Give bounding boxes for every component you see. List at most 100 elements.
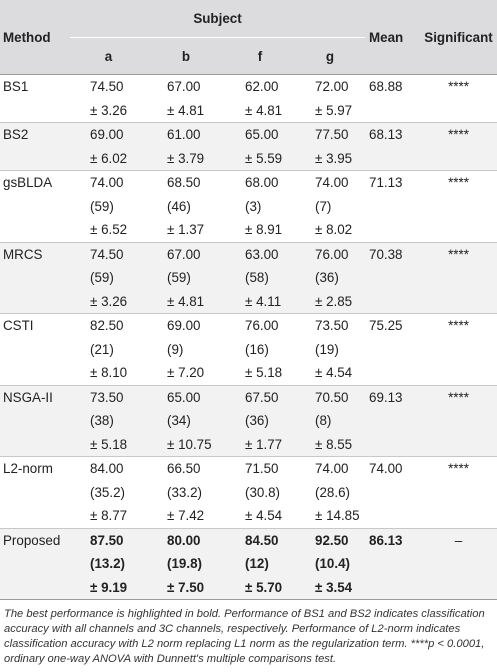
significance-cell — [420, 552, 497, 576]
mean-cell: 69.13 — [365, 385, 420, 409]
header-method: Method — [0, 0, 70, 75]
significance-cell — [420, 480, 497, 504]
value-cell: 67.00 — [147, 242, 225, 266]
value-cell: 73.50 — [70, 385, 147, 409]
table-row: CSTI 82.50 69.00 76.00 73.50 75.25 **** — [0, 313, 497, 338]
value-cell: ± 2.85 — [295, 289, 365, 314]
mean-cell — [365, 266, 420, 290]
value-cell: (7) — [295, 194, 365, 218]
value-cell: 65.00 — [225, 122, 295, 147]
table-footnote: The best performance is highlighted in b… — [4, 608, 485, 665]
value-cell: ± 8.91 — [225, 218, 295, 242]
table-row: (38) (34) (36) (8) — [0, 409, 497, 433]
value-cell: ± 3.79 — [147, 146, 225, 171]
method-cell: gsBLDA — [0, 170, 70, 195]
table-row: ± 9.19 ± 7.50 ± 5.70 ± 3.54 — [0, 575, 497, 600]
method-cell — [0, 266, 70, 290]
significance-cell — [420, 98, 497, 123]
method-cell — [0, 432, 70, 457]
mean-cell — [365, 289, 420, 314]
significance-cell: **** — [420, 456, 497, 481]
mean-cell — [365, 575, 420, 600]
value-cell: 67.00 — [147, 74, 225, 99]
mean-cell — [365, 409, 420, 433]
table-row: BS2 69.00 61.00 65.00 77.50 68.13 **** — [0, 122, 497, 147]
value-cell: 62.00 — [225, 74, 295, 99]
value-cell: 69.00 — [147, 313, 225, 338]
value-cell: 84.00 — [70, 456, 147, 481]
mean-cell — [365, 480, 420, 504]
value-cell: ± 4.54 — [225, 504, 295, 528]
significance-cell — [420, 266, 497, 290]
value-cell: 87.50 — [70, 528, 147, 552]
value-cell: 66.50 — [147, 456, 225, 481]
value-cell: ± 3.26 — [70, 98, 147, 123]
results-table: Method Subject Mean Significant a b f g … — [0, 0, 497, 600]
significance-cell — [420, 337, 497, 361]
mean-cell: 68.13 — [365, 122, 420, 147]
mean-cell: 71.13 — [365, 170, 420, 195]
value-cell: 68.00 — [225, 170, 295, 195]
significance-cell: **** — [420, 242, 497, 266]
value-cell: (28.6) — [295, 480, 365, 504]
value-cell: ± 8.77 — [70, 504, 147, 528]
method-cell: NSGA-II — [0, 385, 70, 409]
header-subject-f: f — [225, 37, 295, 75]
value-cell: 80.00 — [147, 528, 225, 552]
table-row: (59) (46) (3) (7) — [0, 194, 497, 218]
method-cell — [0, 409, 70, 433]
value-cell: (59) — [70, 266, 147, 290]
mean-cell: 86.13 — [365, 528, 420, 552]
significance-cell: **** — [420, 385, 497, 409]
value-cell: ± 1.77 — [225, 432, 295, 457]
value-cell: (13.2) — [70, 552, 147, 576]
value-cell: ± 5.70 — [225, 575, 295, 600]
value-cell: (59) — [147, 266, 225, 290]
value-cell: 74.00 — [295, 170, 365, 195]
header-subject-a: a — [70, 37, 147, 75]
table-row: ± 5.18 ± 10.75 ± 1.77 ± 8.55 — [0, 432, 497, 457]
mean-cell — [365, 361, 420, 385]
method-cell: CSTI — [0, 313, 70, 338]
value-cell: 76.00 — [295, 242, 365, 266]
mean-cell — [365, 504, 420, 528]
value-cell: ± 7.50 — [147, 575, 225, 600]
value-cell: 67.50 — [225, 385, 295, 409]
value-cell: ± 4.54 — [295, 361, 365, 385]
value-cell: ± 4.81 — [147, 98, 225, 123]
method-cell — [0, 552, 70, 576]
method-cell: BS1 — [0, 74, 70, 99]
value-cell: ± 4.81 — [225, 98, 295, 123]
value-cell: (3) — [225, 194, 295, 218]
significance-cell: **** — [420, 170, 497, 195]
value-cell: ± 5.97 — [295, 98, 365, 123]
significance-cell: – — [420, 528, 497, 552]
value-cell: 72.00 — [295, 74, 365, 99]
value-cell: 74.00 — [70, 170, 147, 195]
table-row: MRCS 74.50 67.00 63.00 76.00 70.38 **** — [0, 242, 497, 266]
table-row: Proposed 87.50 80.00 84.50 92.50 86.13– — [0, 528, 497, 552]
header-subject-g: g — [295, 37, 365, 75]
value-cell: 84.50 — [225, 528, 295, 552]
value-cell: ± 4.11 — [225, 289, 295, 314]
value-cell: ± 7.42 — [147, 504, 225, 528]
mean-cell — [365, 146, 420, 171]
value-cell: ± 8.55 — [295, 432, 365, 457]
mean-cell — [365, 194, 420, 218]
value-cell: ± 5.18 — [225, 361, 295, 385]
value-cell: (58) — [225, 266, 295, 290]
value-cell: (59) — [70, 194, 147, 218]
value-cell: ± 3.95 — [295, 146, 365, 171]
method-cell: BS2 — [0, 122, 70, 147]
value-cell: ± 8.02 — [295, 218, 365, 242]
value-cell: (19.8) — [147, 552, 225, 576]
significance-cell: **** — [420, 74, 497, 99]
significance-cell — [420, 432, 497, 457]
value-cell: 68.50 — [147, 170, 225, 195]
value-cell: 82.50 — [70, 313, 147, 338]
value-cell: ± 7.20 — [147, 361, 225, 385]
significance-cell — [420, 361, 497, 385]
value-cell: (10.4) — [295, 552, 365, 576]
value-cell: ± 5.18 — [70, 432, 147, 457]
value-cell: 92.50 — [295, 528, 365, 552]
